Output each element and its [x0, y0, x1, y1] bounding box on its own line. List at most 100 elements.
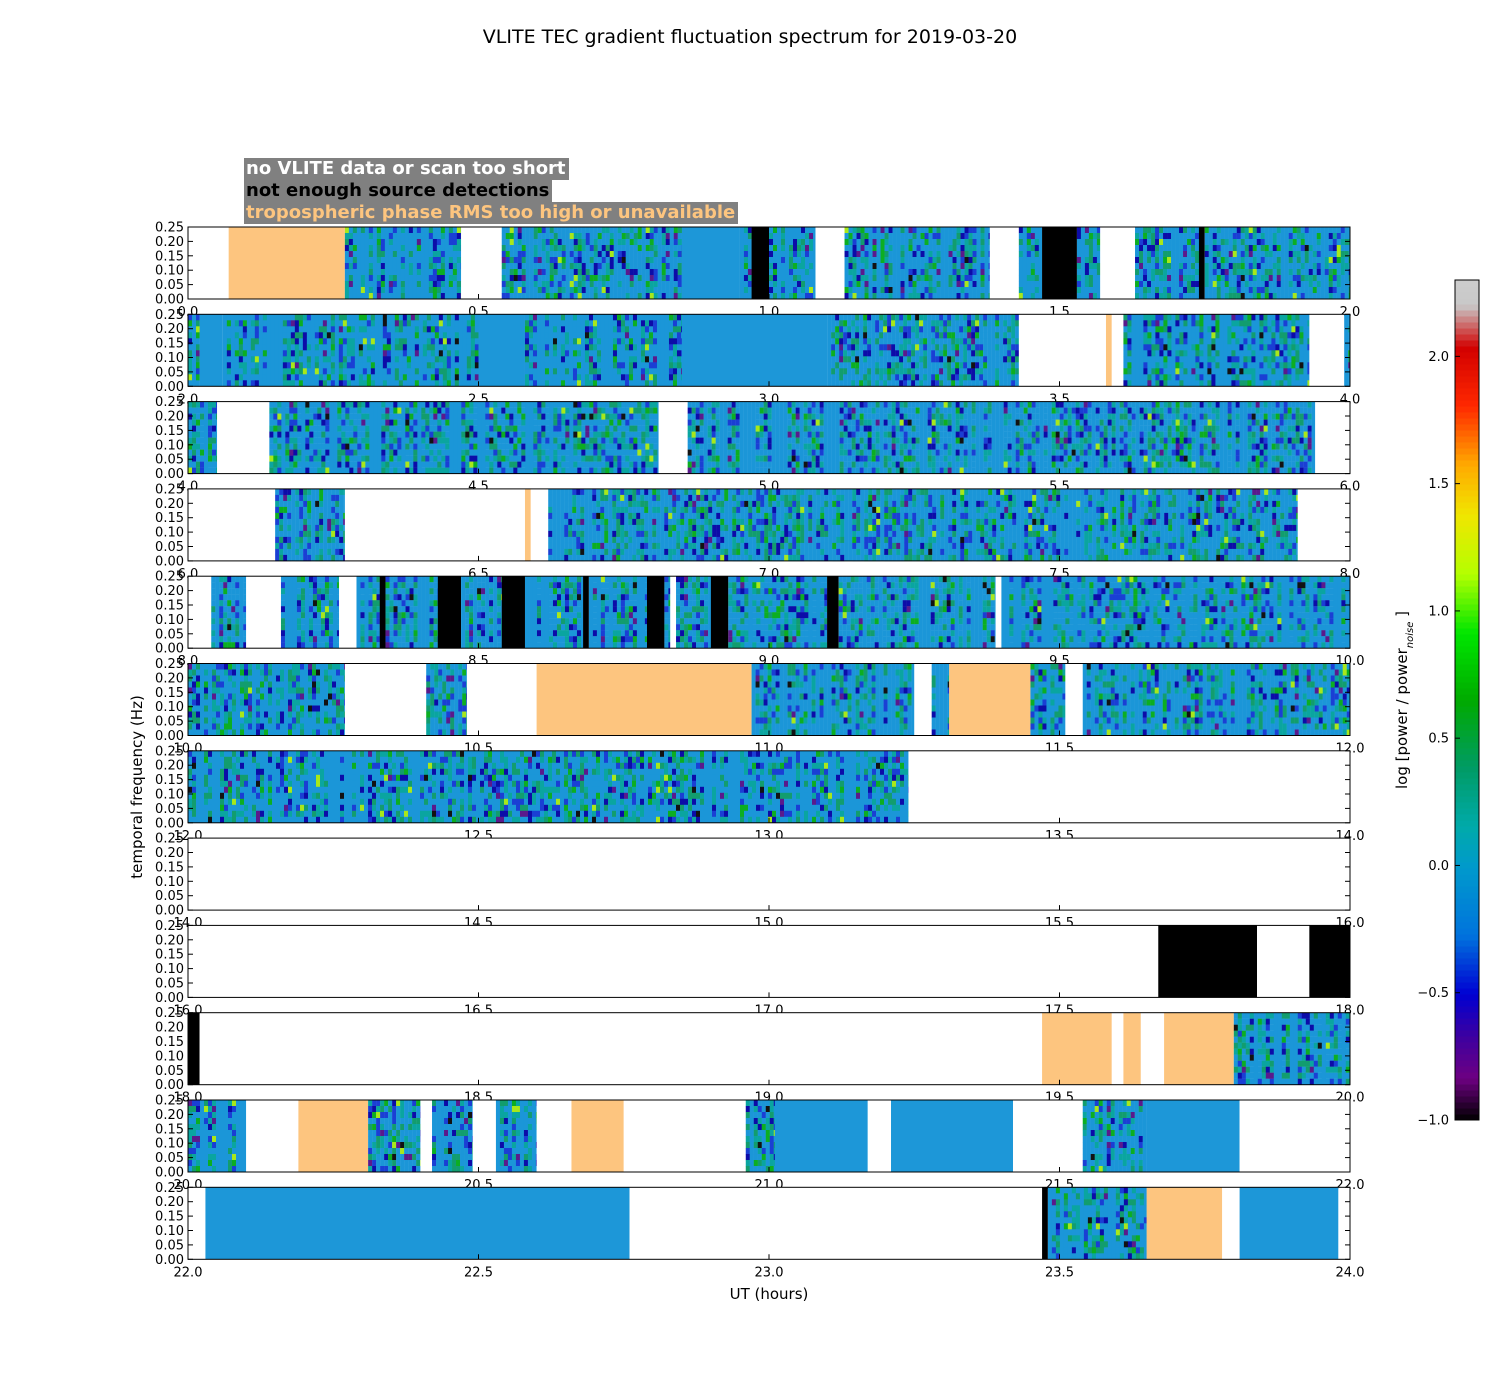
spectrum-cell	[350, 314, 356, 321]
spectrum-cell	[649, 269, 654, 276]
spectrum-cell	[1235, 374, 1240, 381]
spectrum-cell	[533, 233, 538, 240]
spectrum-cell	[1268, 293, 1273, 300]
spectrum-cell	[321, 401, 326, 408]
spectrum-cell	[577, 413, 582, 420]
spectrum-cell	[433, 431, 438, 438]
spectrum-cell	[200, 461, 205, 468]
spectrum-cell	[309, 407, 314, 414]
spectrum-cell	[1236, 275, 1241, 282]
spectrum-cell	[952, 245, 957, 252]
spectrum-cell	[1183, 374, 1188, 381]
spectrum-cell	[691, 437, 696, 444]
spectrum-cell	[553, 239, 558, 246]
y-tick-label: 0.25	[155, 221, 184, 236]
spectrum-cell	[216, 467, 218, 474]
spectrum-cell	[1018, 287, 1024, 294]
spectrum-cell	[1076, 275, 1082, 282]
spectrum-cell	[1291, 326, 1296, 333]
quiet-column	[871, 314, 876, 387]
spectrum-cell	[557, 287, 562, 294]
spectrum-cell	[1195, 245, 1200, 252]
spectrum-cell	[1147, 380, 1152, 387]
spectrum-cell	[773, 287, 778, 294]
spectrum-cell	[1191, 257, 1196, 264]
spectrum-cell	[668, 314, 674, 321]
spectrum-cell	[1183, 245, 1188, 252]
spectrum-cell	[875, 332, 880, 339]
spectrum-cell	[573, 431, 578, 438]
spectrum-cell	[553, 425, 558, 432]
spectrum-cell	[1316, 281, 1321, 288]
spectrum-cell	[1026, 233, 1032, 240]
spectrum-cell	[1018, 245, 1024, 252]
spectrum-cell	[1204, 227, 1209, 234]
spectrum-cell	[1183, 287, 1188, 294]
spectrum-cell	[406, 362, 412, 369]
spectrum-cell	[366, 320, 372, 327]
spectrum-cell	[1260, 239, 1265, 246]
spectrum-cell	[1263, 374, 1268, 381]
spectrum-cell	[920, 287, 925, 294]
spectrum-cell	[963, 326, 968, 333]
spectrum-cell	[972, 257, 977, 264]
spectrum-cell	[434, 314, 440, 321]
spectrum-cell	[428, 275, 434, 282]
spectrum-cell	[362, 338, 368, 345]
spectrum-cell	[505, 245, 510, 252]
spectrum-cell	[975, 332, 980, 339]
spectrum-cell	[1011, 344, 1016, 351]
spectrum-cell	[414, 320, 420, 327]
spectrum-cell	[1034, 245, 1040, 252]
spectrum-cell	[1304, 227, 1309, 234]
spectrum-cell	[434, 326, 440, 333]
spectrum-cell	[521, 227, 526, 234]
spectrum-cell	[545, 467, 550, 474]
spectrum-cell	[1276, 269, 1281, 276]
spectrum-cell	[1299, 374, 1304, 381]
spectrum-cell	[747, 257, 752, 264]
spectrum-cell	[928, 269, 933, 276]
spectrum-cell	[254, 350, 260, 357]
spectrum-cell	[1159, 281, 1164, 288]
spectrum-cell	[888, 251, 893, 258]
spectrum-cell	[389, 401, 394, 408]
spectrum-cell	[912, 227, 917, 234]
spectrum-cell	[1163, 275, 1168, 282]
spectrum-cell	[1220, 239, 1225, 246]
spectrum-cell	[416, 287, 422, 294]
spectrum-cell	[474, 314, 479, 321]
spectrum-cell	[242, 332, 248, 339]
spectrum-cell	[653, 449, 658, 456]
spectrum-cell	[561, 287, 566, 294]
spectrum-cell	[544, 332, 550, 339]
spectrum-cell	[1195, 257, 1200, 264]
spectrum-cell	[1235, 344, 1240, 351]
spectrum-cell	[501, 443, 506, 450]
spectrum-cell	[398, 338, 404, 345]
spectrum-cell	[1316, 251, 1321, 258]
spectrum-cell	[345, 467, 350, 474]
spectrum-cell	[317, 455, 322, 462]
spectrum-cell	[544, 314, 550, 321]
spectrum-cell	[305, 467, 310, 474]
spectrum-cell	[1292, 245, 1297, 252]
spectrum-cell	[1175, 350, 1180, 357]
spectrum-cell	[1123, 344, 1128, 351]
spectrum-cell	[1195, 374, 1200, 381]
spectrum-cell	[789, 245, 794, 252]
spectrum-cell	[581, 251, 586, 258]
spectrum-cell	[1299, 320, 1304, 327]
spectrum-cell	[988, 263, 990, 270]
spectrum-cell	[576, 362, 582, 369]
spectrum-cell	[1312, 263, 1317, 270]
spectrum-cell	[1324, 275, 1329, 282]
spectrum-cell	[1163, 362, 1168, 369]
spectrum-cell	[844, 263, 849, 270]
spectrum-cell	[408, 281, 414, 288]
spectrum-cell	[465, 437, 470, 444]
spectrum-cell	[676, 356, 682, 363]
spectrum-cell	[911, 368, 916, 375]
spectrum-cell	[880, 233, 885, 240]
spectrum-cell	[883, 314, 888, 321]
